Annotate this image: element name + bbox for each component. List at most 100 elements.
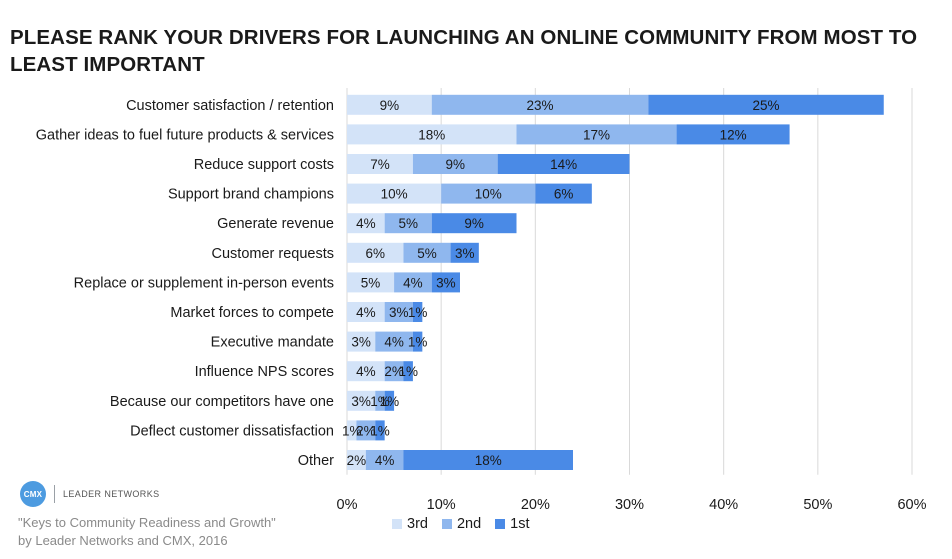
category-label: Customer satisfaction / retention bbox=[126, 98, 334, 114]
category-label: Reduce support costs bbox=[194, 157, 334, 173]
bar-segment-2nd bbox=[441, 183, 536, 204]
x-tick-label: 0% bbox=[337, 497, 358, 513]
data-label-3rd: 3% bbox=[351, 335, 371, 350]
data-label-2nd: 5% bbox=[398, 216, 418, 231]
cmx-leader-networks-logo: CMX LEADER NETWORKS bbox=[20, 481, 160, 507]
bar-segment-1st bbox=[403, 361, 413, 382]
category-label: Influence NPS scores bbox=[195, 364, 334, 380]
data-label-3rd: 5% bbox=[361, 275, 381, 290]
bar-segment-3rd bbox=[347, 124, 517, 145]
legend-item-2nd: 2nd bbox=[441, 516, 481, 532]
category-label: Generate revenue bbox=[217, 216, 334, 232]
data-label-3rd: 4% bbox=[356, 216, 376, 231]
leader-networks-wordmark: LEADER NETWORKS bbox=[63, 489, 160, 499]
bar-segment-1st bbox=[535, 183, 592, 204]
bar-segment-1st bbox=[450, 242, 479, 263]
x-tick-label: 20% bbox=[521, 497, 550, 513]
data-label-3rd: 10% bbox=[381, 187, 408, 202]
x-tick-label: 40% bbox=[709, 497, 738, 513]
category-label: Executive mandate bbox=[211, 335, 334, 351]
data-label-2nd: 3% bbox=[389, 305, 409, 320]
bar-segment-1st bbox=[648, 94, 884, 115]
data-label-2nd: 5% bbox=[417, 246, 437, 261]
bar-segment-3rd bbox=[347, 420, 357, 441]
data-label-2nd: 17% bbox=[583, 127, 610, 142]
bar-segment-2nd bbox=[394, 272, 432, 293]
bar-segment-1st bbox=[375, 420, 385, 441]
data-label-3rd: 4% bbox=[356, 305, 376, 320]
bar-segment-2nd bbox=[365, 450, 404, 470]
bar-segment-2nd bbox=[356, 420, 376, 441]
x-tick-label: 10% bbox=[427, 497, 456, 513]
x-tick-label: 50% bbox=[803, 497, 832, 513]
source-citation: "Keys to Community Readiness and Growth"… bbox=[18, 514, 276, 550]
bar-segment-2nd bbox=[403, 242, 451, 263]
data-label-3rd: 6% bbox=[365, 246, 385, 261]
category-label: Support brand champions bbox=[168, 187, 334, 203]
category-label: Replace or supplement in-person events bbox=[74, 275, 334, 291]
bar-segment-3rd bbox=[347, 272, 395, 293]
x-axis-ticks: 0% 10% 20% 30% 40% 50% 60% bbox=[337, 497, 927, 513]
cmx-logo-icon: CMX bbox=[20, 481, 46, 507]
data-label-2nd: 23% bbox=[527, 98, 554, 113]
data-label-3rd: 3% bbox=[351, 394, 371, 409]
legend: 3rd 2nd 1st bbox=[392, 516, 530, 532]
bar-segment-2nd bbox=[384, 213, 432, 234]
bar-segment-1st bbox=[431, 272, 460, 293]
data-label-2nd: 2% bbox=[356, 423, 376, 438]
data-label-2nd: 4% bbox=[384, 335, 404, 350]
bar-segment-2nd bbox=[375, 331, 413, 352]
data-label-2nd: 10% bbox=[475, 187, 502, 202]
bar-segment-1st bbox=[412, 331, 423, 352]
data-label-2nd: 2% bbox=[384, 364, 404, 379]
data-label-2nd: 1% bbox=[370, 394, 390, 409]
data-label-3rd: 1% bbox=[342, 423, 362, 438]
bar-segment-2nd bbox=[384, 302, 413, 322]
data-label-3rd: 18% bbox=[418, 127, 445, 142]
bar-segment-2nd bbox=[412, 154, 498, 174]
category-label: Because our competitors have one bbox=[110, 394, 334, 410]
data-label-2nd: 4% bbox=[375, 453, 395, 468]
data-label-1st: 9% bbox=[464, 216, 484, 231]
x-tick-label: 60% bbox=[897, 497, 926, 513]
bar-segment-3rd bbox=[347, 331, 376, 352]
data-label-2nd: 9% bbox=[446, 157, 466, 172]
bar-segment-1st bbox=[497, 154, 630, 174]
bar-segment-1st bbox=[676, 124, 790, 145]
data-labels: 9% 23% 25% 18% 17% 12% 7% 9% 14% 10% 10% 6% 4% 5% 9% 6%… bbox=[342, 98, 780, 468]
bar-segment-2nd bbox=[516, 124, 677, 145]
source-line-1: "Keys to Community Readiness and Growth" bbox=[18, 515, 276, 530]
chart-title: PLEASE RANK YOUR DRIVERS FOR LAUNCHING A… bbox=[10, 26, 918, 76]
legend-swatch-1st bbox=[495, 519, 506, 529]
category-labels: Customer satisfaction / retention Gather … bbox=[36, 98, 334, 469]
bar-segment-1st bbox=[412, 302, 423, 322]
bar-segment-3rd bbox=[347, 302, 385, 322]
data-label-1st: 12% bbox=[720, 127, 747, 142]
data-label-1st: 18% bbox=[475, 453, 502, 468]
data-label-1st: 6% bbox=[554, 187, 574, 202]
bar-segment-2nd bbox=[431, 94, 649, 115]
legend-item-1st: 1st bbox=[495, 516, 530, 532]
bar-segment-2nd bbox=[384, 361, 404, 382]
data-label-1st: 25% bbox=[753, 98, 780, 113]
legend-item-3rd: 3rd bbox=[392, 516, 428, 532]
legend-label-1st: 1st bbox=[510, 516, 530, 532]
data-label-1st: 1% bbox=[408, 305, 428, 320]
category-label: Other bbox=[298, 453, 334, 469]
category-label: Deflect customer dissatisfaction bbox=[130, 423, 334, 439]
data-label-3rd: 2% bbox=[347, 453, 367, 468]
bar-segment-3rd bbox=[347, 242, 404, 263]
data-label-1st: 1% bbox=[370, 423, 390, 438]
bar-segment-1st bbox=[384, 390, 395, 411]
source-line-2: by Leader Networks and CMX, 2016 bbox=[18, 533, 228, 548]
data-label-1st: 3% bbox=[455, 246, 475, 261]
bar-segment-3rd bbox=[347, 390, 376, 411]
data-label-1st: 1% bbox=[398, 364, 418, 379]
data-label-2nd: 4% bbox=[403, 275, 423, 290]
bar-segment-1st bbox=[403, 450, 573, 470]
legend-label-3rd: 3rd bbox=[407, 516, 428, 532]
bar-segment-3rd bbox=[347, 94, 432, 115]
bar-segment-1st bbox=[431, 213, 517, 234]
logo-divider bbox=[54, 485, 55, 503]
